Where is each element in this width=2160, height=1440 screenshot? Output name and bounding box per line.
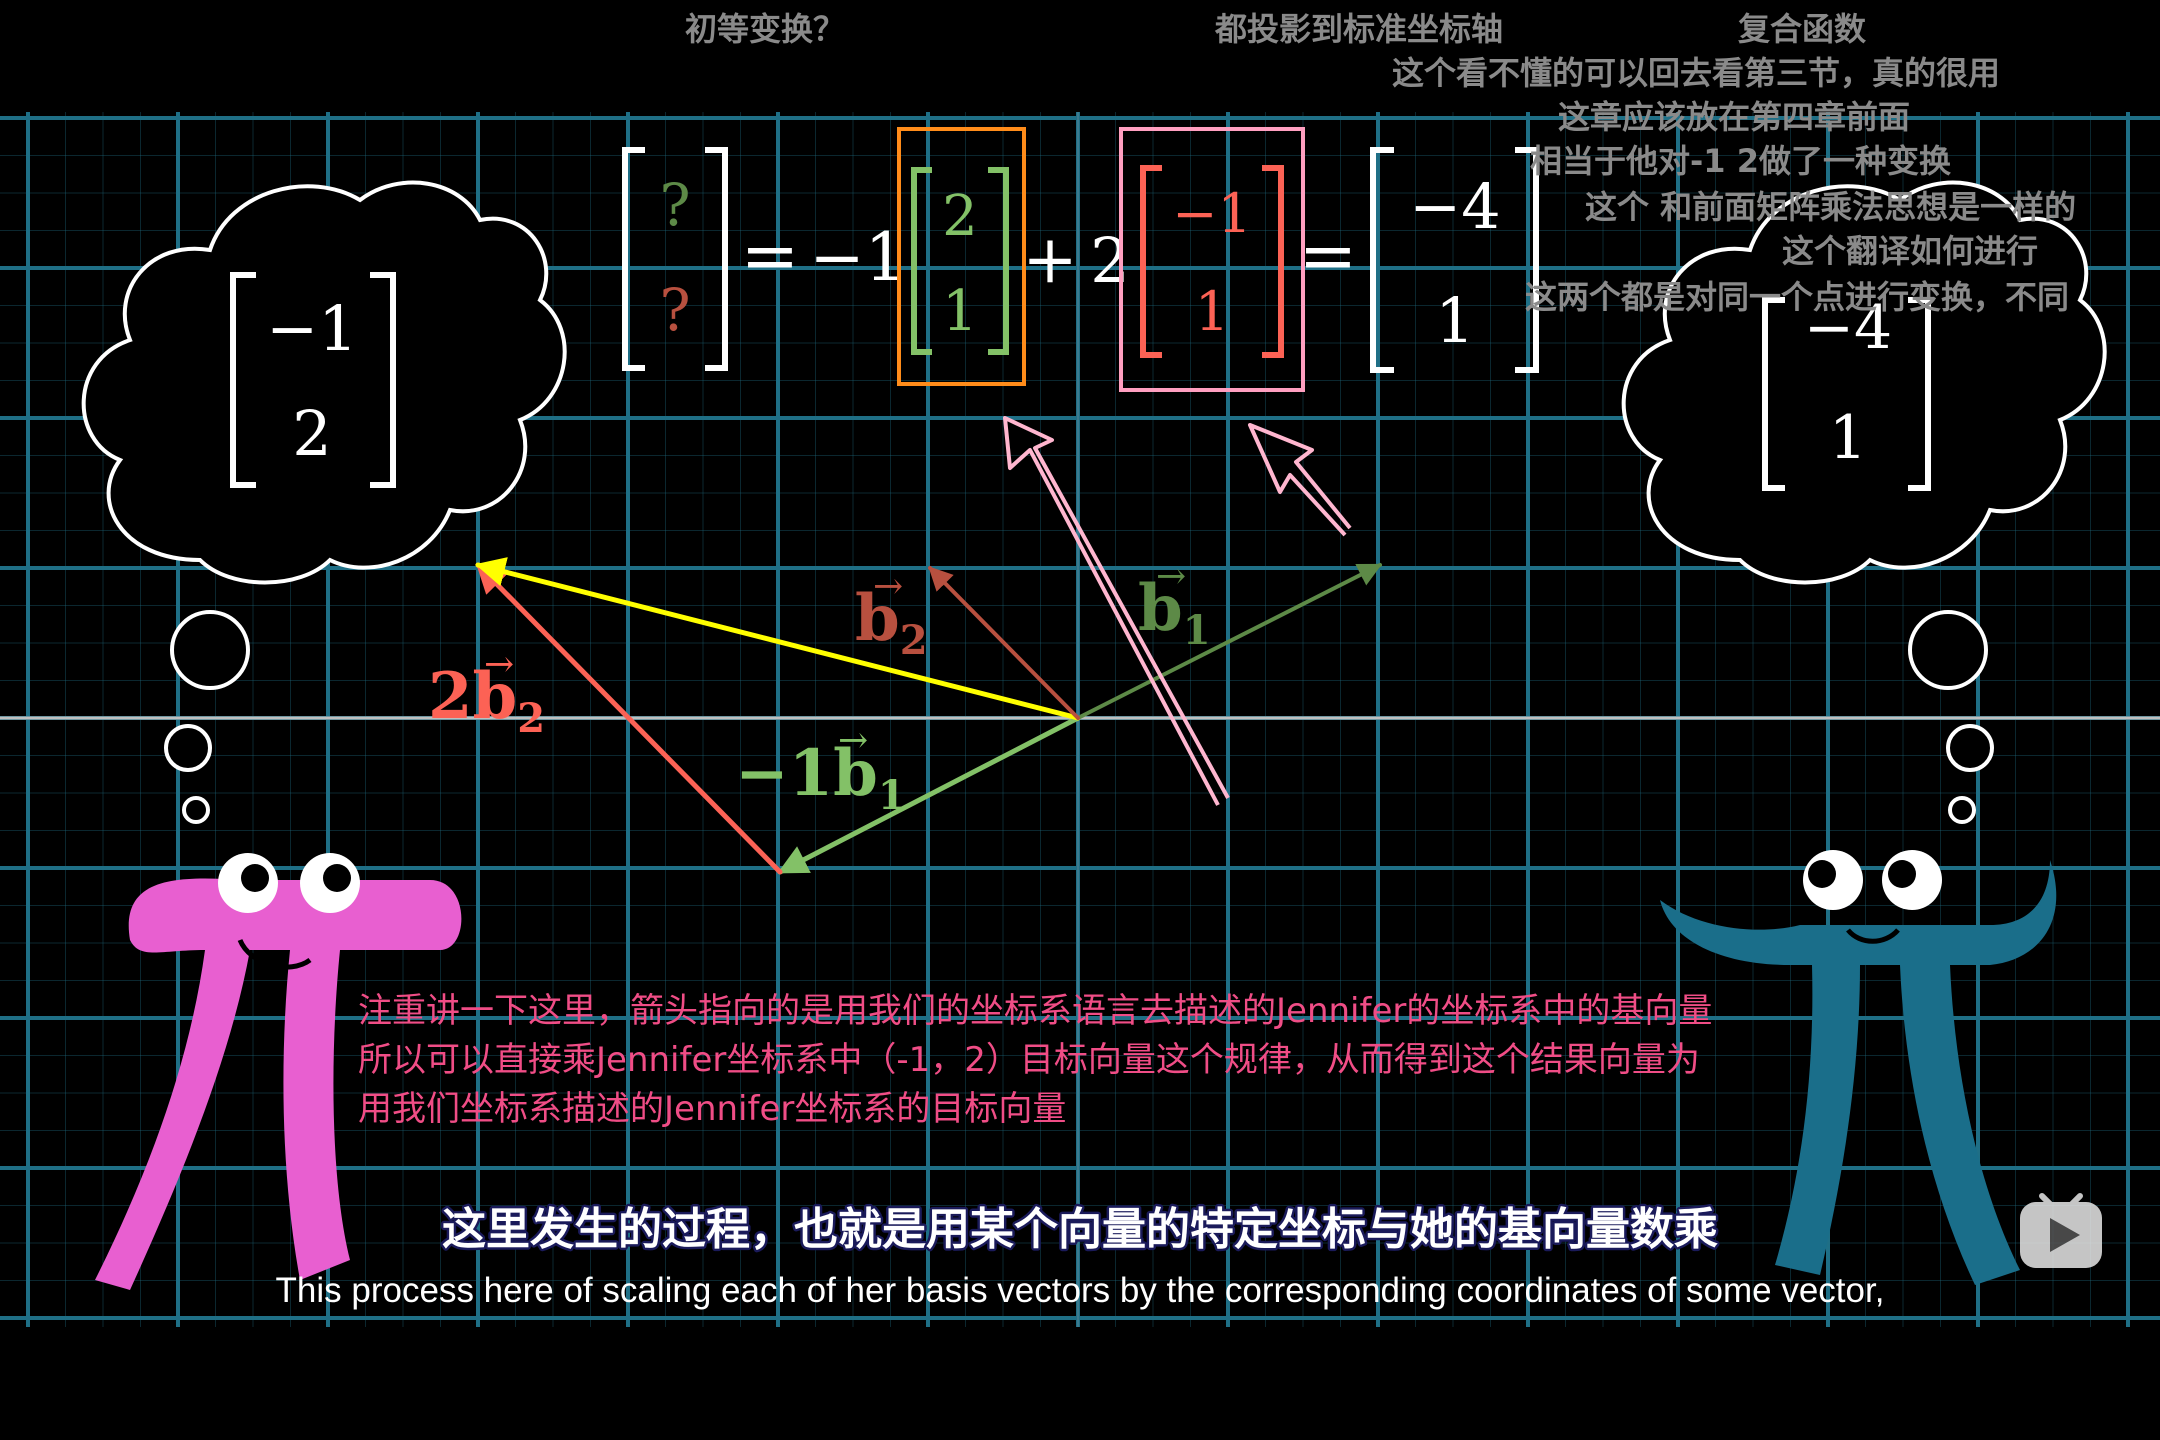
highlight-box-pink [1119, 127, 1305, 392]
thought-vector-right [1762, 297, 1931, 491]
coef-2: 2 [1090, 224, 1129, 297]
vector-result [475, 557, 1081, 721]
danmaku-9: 这两个都是对同一个点进行变换，不同 [1525, 278, 2069, 316]
danmaku-6: 相当于他对-1 2做了一种变换 [1530, 142, 1951, 180]
highlight-box-orange [897, 127, 1026, 386]
b2-bottom: 1 [1195, 280, 1229, 343]
subtitle-english: This process here of scaling each of her… [276, 1271, 1885, 1310]
arrow-accent-b2: → [873, 566, 903, 607]
plus: + [1022, 221, 1077, 298]
thought-right-top: −4 [1804, 293, 1892, 363]
thought-vector-left [230, 272, 396, 488]
note-line-3: 用我们坐标系描述的Jennifer坐标系的目标向量 [358, 1089, 1066, 1129]
danmaku-8: 这个翻译如何进行 [1782, 232, 2038, 270]
subtitle-chinese: 这里发生的过程，也就是用某个向量的特定坐标与她的基向量数乘 [442, 1204, 1718, 1255]
label-2b2-coef: 2 [428, 659, 473, 734]
danmaku-5: 这章应该放在第四章前面 [1558, 98, 1910, 136]
b2-top: −1 [1172, 182, 1252, 245]
thought-left-bottom: 2 [292, 397, 331, 470]
thought-bubble-left [81, 180, 567, 824]
arrow-accent-2b2: → [484, 644, 514, 685]
vector-neg-b1 [777, 715, 1081, 875]
vectors [475, 557, 1383, 875]
label-neg-b1-coef: −1 [735, 736, 833, 811]
lhs-brackets [622, 147, 728, 371]
pi-creature-right [1660, 850, 2057, 1285]
annotation-arrows [1003, 416, 1352, 806]
label-b1-sub: 1 [1183, 607, 1211, 654]
arrow-accent-b1: → [1156, 556, 1186, 597]
label-b2: b [855, 581, 900, 656]
equals-2: = [1299, 215, 1358, 297]
label-b1: b [1138, 571, 1183, 646]
vector-b1 [1076, 563, 1383, 720]
danmaku-7: 这个 和前面矩阵乘法思想是一样的 [1585, 188, 2076, 226]
coef-1: −1 [809, 219, 906, 296]
danmaku-4: 这个看不懂的可以回去看第三节，真的很用 [1392, 54, 2000, 92]
svg-text:2b2: 2b2 [428, 659, 545, 742]
thought-right-bottom: 1 [1829, 403, 1867, 473]
note-line-2: 所以可以直接乘Jennifer坐标系中（-1，2）目标向量这个规律，从而得到这个… [358, 1040, 1700, 1080]
label-neg-b1: b [833, 736, 878, 811]
danmaku-layer: 初等变换？ 都投影到标准坐标轴 复合函数 这个看不懂的可以回去看第三节，真的很用… [685, 10, 2076, 316]
svg-text:−1b1: −1b1 [735, 736, 906, 819]
result-top: −4 [1409, 170, 1500, 243]
lhs-bottom: ? [659, 276, 690, 344]
svg-text:b2: b2 [855, 581, 928, 664]
danmaku-2: 都投影到标准坐标轴 [1214, 10, 1503, 48]
vector-labels: b2 → b1 → 2b2 → −1b1 → [428, 556, 1211, 819]
equation: ? ? = −1 2 1 + 2 −1 1 = −4 1 [622, 127, 1539, 392]
lhs-top: ? [659, 171, 690, 239]
label-2b2-sub: 2 [517, 695, 545, 742]
arrow-accent-neg-b1: → [838, 720, 868, 761]
play-logo-icon [2020, 1193, 2102, 1268]
label-b2-sub: 2 [900, 617, 928, 664]
danmaku-3: 复合函数 [1738, 10, 1867, 48]
thought-bubble-right [1621, 180, 2107, 824]
result-bottom: 1 [1435, 284, 1474, 357]
result-brackets [1370, 147, 1539, 373]
b1-brackets [911, 167, 1009, 355]
pi-creature-left [95, 848, 462, 1290]
equals-1: = [741, 215, 800, 297]
annotation-note: 注重讲一下这里，箭头指向的是用我们的坐标系语言去描述的Jennifer的坐标系中… [358, 991, 1712, 1129]
danmaku-1: 初等变换？ [685, 10, 845, 48]
svg-text:b1: b1 [1138, 571, 1211, 654]
note-line-1: 注重讲一下这里，箭头指向的是用我们的坐标系语言去描述的Jennifer的坐标系中… [358, 991, 1712, 1031]
label-neg-b1-sub: 1 [878, 772, 906, 819]
vector-b2 [928, 566, 1080, 720]
thought-left-top: −1 [266, 292, 357, 365]
b1-top: 2 [942, 184, 978, 249]
b1-bottom: 1 [942, 279, 978, 344]
label-2b2: b [473, 659, 518, 734]
b2-brackets [1140, 165, 1284, 358]
vector-two-b2 [475, 562, 783, 875]
